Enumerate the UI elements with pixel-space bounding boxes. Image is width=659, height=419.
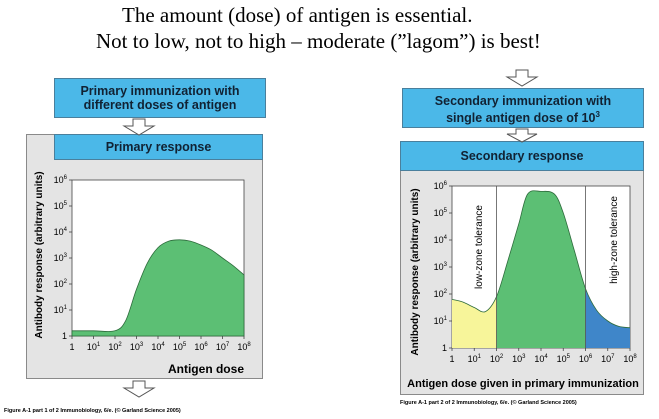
- right-x-tick-label-3: 103: [512, 354, 526, 364]
- left-caption: Figure A-1 part 1 of 2 Immunobiology, 6/…: [4, 408, 181, 414]
- right-y-tick-label-0: 1: [442, 343, 447, 353]
- right-x-tick-label-6: 106: [579, 354, 593, 364]
- high-zone-label: high-zone tolerance: [609, 196, 620, 284]
- left-y-tick-label-1: 101: [54, 305, 68, 315]
- left-y-tick-label-6: 106: [54, 175, 68, 185]
- low-zone-area: [452, 296, 497, 348]
- right-immunization-line-1: Secondary immunization with: [434, 94, 612, 108]
- right-x-tick-label-5: 105: [557, 354, 571, 364]
- right-x-tick-label-7: 107: [601, 354, 615, 364]
- right-x-tick-label-0: 1: [449, 354, 454, 364]
- high-zone-area: [585, 288, 630, 348]
- left-x-tick-label-3: 103: [130, 342, 144, 352]
- right-top-arrow-down-icon: [505, 69, 539, 87]
- left-y-tick-label-2: 102: [54, 279, 68, 289]
- headline-line-1: The amount (dose) of antigen is essentia…: [122, 3, 473, 27]
- right-y-tick-label-3: 103: [434, 262, 448, 272]
- right-immunization-line-2: single antigen dose of 103: [403, 108, 643, 125]
- left-x-tick-label-6: 106: [194, 342, 208, 352]
- right-x-tick-label-8: 108: [623, 354, 637, 364]
- right-y-tick-label-2: 102: [434, 289, 448, 299]
- right-chart: low-zone tolerance high-zone tolerance 1…: [407, 181, 639, 390]
- left-bottom-arrow-down-icon: [122, 380, 156, 398]
- left-arrow-down-icon: [122, 118, 156, 136]
- right-arrow-down-icon: [506, 128, 538, 143]
- right-y-tick-label-4: 104: [434, 235, 448, 245]
- right-immunization-box: Secondary immunization with single antig…: [402, 88, 644, 128]
- left-x-tick-label-5: 105: [173, 342, 187, 352]
- right-y-tick-label-1: 101: [434, 316, 448, 326]
- right-immunization-dose-exponent: 3: [595, 110, 600, 119]
- left-immunization-line-1: Primary immunization with: [80, 84, 240, 98]
- right-response-label: Secondary response: [460, 149, 584, 163]
- left-response-area: [71, 239, 245, 337]
- right-x-tick-label-2: 102: [490, 354, 504, 364]
- left-immunization-line-2: different doses of antigen: [83, 98, 237, 112]
- left-ylabel: Antibody response (arbitrary units): [34, 171, 45, 338]
- left-x-tick-label-0: 1: [69, 342, 74, 352]
- right-caption: Figure A-1 part 2 of 2 Immunobiology, 6/…: [400, 400, 577, 406]
- left-x-tick-label-7: 107: [216, 342, 230, 352]
- right-x-tick-label-1: 101: [468, 354, 482, 364]
- right-response-box: Secondary response: [400, 141, 644, 171]
- right-xlabel: Antigen dose given in primary immunizati…: [407, 378, 639, 390]
- left-response-box: Primary response: [54, 134, 263, 160]
- left-x-tick-label-8: 108: [237, 342, 251, 352]
- right-ylabel: Antibody response (arbitrary units): [410, 188, 421, 355]
- left-x-tick-label-1: 101: [87, 342, 101, 352]
- secondary-response-curve: [451, 190, 631, 329]
- left-y-tick-label-3: 103: [54, 253, 68, 263]
- secondary-response-area: [496, 190, 586, 348]
- left-y-tick-label-5: 105: [54, 201, 68, 211]
- left-y-tick-label-0: 1: [62, 331, 67, 341]
- right-y-tick-label-5: 105: [434, 208, 448, 218]
- left-x-tick-label-4: 104: [151, 342, 165, 352]
- left-x-tick-label-2: 102: [108, 342, 122, 352]
- left-chart: 1 101 102 103 104 105 106 107 108 1 101 102 103 104 10…: [34, 171, 251, 376]
- right-y-tick-label-6: 106: [434, 181, 448, 191]
- left-response-label: Primary response: [105, 140, 212, 154]
- left-xlabel: Antigen dose: [168, 362, 244, 376]
- left-y-tick-label-4: 104: [54, 227, 68, 237]
- left-immunization-box: Primary immunization with different dose…: [54, 78, 266, 118]
- headline-line-2: Not to low, not to high – moderate (”lag…: [96, 29, 541, 53]
- right-x-tick-label-4: 104: [534, 354, 548, 364]
- right-immunization-dose: single antigen dose of 10: [446, 111, 596, 126]
- low-zone-label: low-zone tolerance: [474, 205, 485, 289]
